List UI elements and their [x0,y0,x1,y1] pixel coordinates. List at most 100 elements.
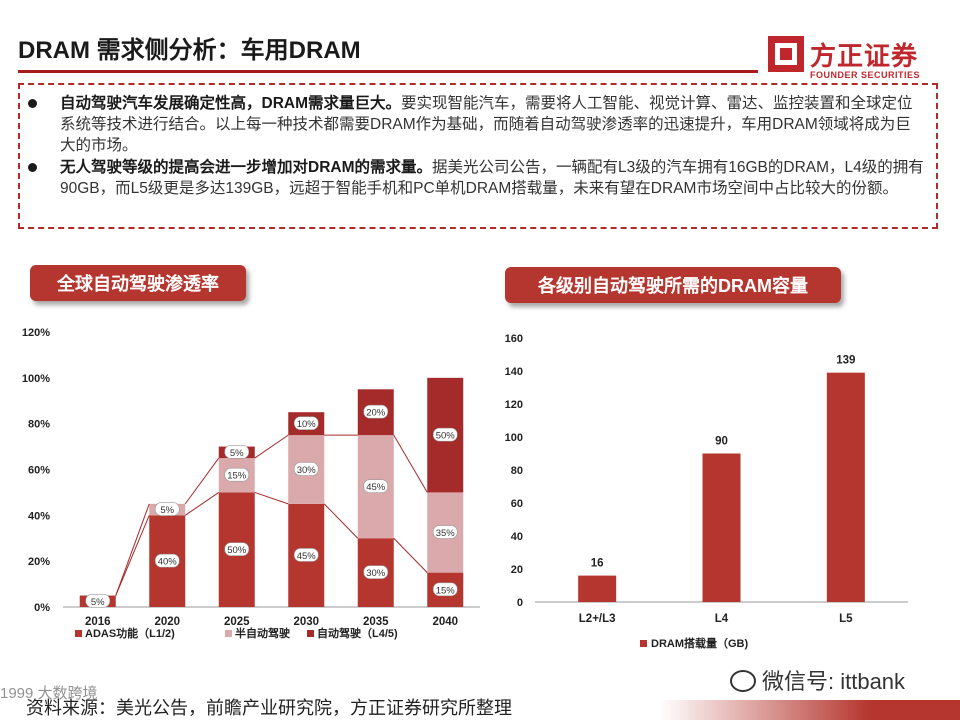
bullet-dot-icon [28,99,37,108]
page-title: DRAM 需求侧分析：车用DRAM [18,37,361,64]
legend-label: 半自动驾驶 [235,626,291,640]
x-tick-label: 2035 [363,616,389,628]
corner-watermark: 1999 大数跨境 [0,685,98,702]
data-label: 30% [366,568,386,579]
data-label: 50% [436,431,456,442]
data-label: 90 [715,436,728,448]
y-tick-label: 60 [511,498,523,510]
y-tick-label: 40 [511,531,523,543]
y-tick-label: 100 [505,432,523,444]
data-label-bg [432,525,458,539]
left-chart-title: 全球自动驾驶渗透率 [30,265,246,301]
data-label-bg [224,542,250,557]
data-label-bg [363,565,389,579]
wechat-icon [730,670,756,692]
x-tick-label: L5 [839,613,853,625]
data-label: 5% [230,448,244,459]
brand-logo: 方正证券 FOUNDER SECURITIES [768,36,948,86]
x-tick-label: L4 [715,613,729,625]
source-note: 资料来源：美光公告，前瞻产业研究院，方正证券研究所整理 [26,698,512,718]
legend-swatch [225,630,232,637]
data-label-bg [293,416,319,430]
y-tick-label: 140 [505,366,523,378]
data-label-bg [85,593,111,608]
summary-box: 自动驾驶汽车发展确定性高，DRAM需求量巨大。要实现智能汽车，需要将人工智能、视… [18,83,938,229]
data-label: 40% [158,557,178,568]
bar [578,575,617,602]
legend-label: 自动驾驶（L4/5) [317,626,398,640]
data-label: 16 [591,558,604,570]
legend-swatch [640,640,647,647]
bullet-1-bold: 自动驾驶汽车发展确定性高，DRAM需求量巨大。 [60,95,401,112]
data-label: 45% [297,551,317,562]
y-tick-label: 80% [28,419,50,431]
bar [826,372,865,602]
y-tick-label: 40% [28,510,50,522]
x-tick-label: 2030 [293,616,319,628]
data-label: 20% [366,408,386,419]
data-label-bg [224,445,250,459]
penetration-chart: 0% 20% 40% 60% 80% 100% 120% 5% 2016 40% 5% 2020 50%… [22,327,480,640]
data-label: 139 [836,355,855,367]
wechat-text: 微信号: ittbank [762,669,906,694]
data-label: 35% [436,528,456,539]
y-tick-label: 120% [22,327,50,339]
footer-accent [660,700,960,720]
data-label: 45% [366,482,386,493]
data-label-bg [363,404,389,419]
data-label: 5% [160,505,174,516]
bullet-1: 自动驾驶汽车发展确定性高，DRAM需求量巨大。要实现智能汽车，需要将人工智能、视… [28,93,924,156]
trend-connector [115,515,150,596]
data-label-bg [293,548,319,562]
trend-connector [323,503,359,539]
y-tick-label: 20% [28,556,50,568]
data-label: 50% [227,545,247,556]
bullet-2-bold: 无人驾驶等级的提高会进一步增加对DRAM的需求量。 [60,159,432,176]
data-label: 5% [91,597,105,608]
data-label-bg [363,479,389,493]
data-label-bg [154,502,180,516]
trend-connector [184,457,220,505]
data-label: 15% [436,585,456,596]
y-tick-label: 80 [511,465,523,477]
x-tick-label: 2040 [432,616,458,628]
bullet-1-text: 要实现智能汽车，需要将人工智能、视觉计算、雷达、监控装置和全球定位系统等技术进行… [60,95,913,154]
trend-connector [115,503,150,596]
y-tick-label: 60% [28,465,50,477]
legend-label: DRAM搭载量（GB) [651,636,748,650]
data-label: 15% [227,471,247,482]
y-tick-label: 20 [511,564,523,576]
trend-connector [254,434,289,459]
data-label-bg [293,462,319,476]
data-label-bg [432,427,458,442]
trend-connector [393,537,428,573]
logo-name-en: FOUNDER SECURITIES [810,70,921,80]
trend-connector [254,491,289,505]
data-label-bg [224,467,250,482]
trend-connector [393,434,428,493]
bullet-2: 无人驾驶等级的提高会进一步增加对DRAM的需求量。据美光公司公告，一辆配有L3级… [28,157,924,199]
y-tick-label: 100% [22,373,50,385]
founder-logo-icon [768,36,804,72]
y-tick-label: 0 [517,597,523,609]
legend-swatch [307,630,314,637]
wechat-id: 微信号: ittbank [730,664,905,696]
bullet-dot-icon [28,163,37,172]
logo-name-cn: 方正证券 [810,41,919,71]
data-label-bg [432,582,458,597]
y-tick-label: 0% [34,602,50,614]
data-label: 30% [297,465,317,476]
y-tick-label: 120 [505,399,523,411]
legend-swatch [75,630,82,637]
data-label: 10% [297,419,317,430]
bullet-2-text: 据美光公司公告，一辆配有L3级的汽车拥有16GB的DRAM，L4级的拥有90GB… [60,159,924,197]
dram-capacity-chart: 0 20 40 60 80 100 120 140 160 16 L2+/L3 90 L4 139 L5 DR… [505,333,908,650]
x-tick-label: 2016 [85,616,111,628]
trend-connector [184,492,220,516]
right-chart-title: 各级别自动驾驶所需的DRAM容量 [505,267,841,303]
data-label-bg [154,553,180,568]
bar [702,453,741,602]
y-tick-label: 160 [505,333,523,345]
x-tick-label: 2025 [224,616,250,628]
x-tick-label: 2020 [154,616,180,628]
